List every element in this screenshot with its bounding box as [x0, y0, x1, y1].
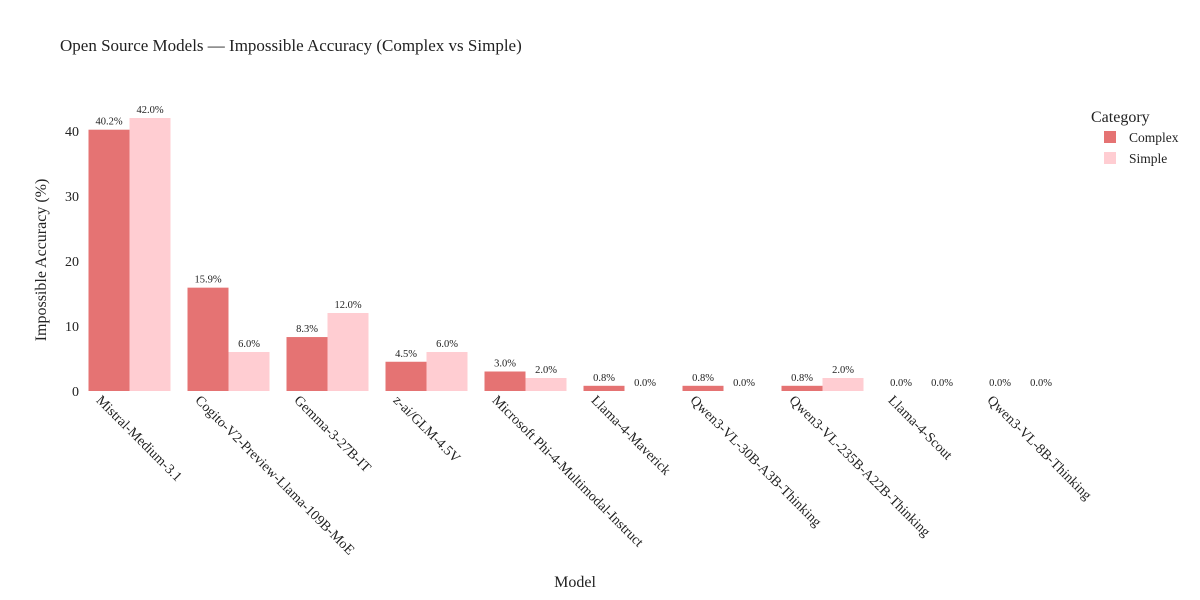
x-tick-label: Llama-4-Scout [885, 393, 955, 463]
bar-data-label: 6.0% [436, 339, 458, 350]
legend-item-simple: Simple [1129, 151, 1167, 166]
x-tick-label: z-ai/GLM-4.5V [390, 393, 463, 466]
bar-data-label: 0.0% [890, 378, 912, 389]
y-tick-label: 40 [65, 125, 79, 140]
bar-simple [327, 313, 369, 391]
legend-title: Category [1091, 109, 1150, 126]
y-tick-label: 20 [65, 255, 79, 270]
plot-area: 40.2% 42.0% 15.9% 6.0% 8.3% 12.0% 4.5% 6.0% 3.0%… [88, 105, 1052, 391]
bar-data-label: 0.0% [634, 378, 656, 389]
bar-data-label: 0.0% [931, 378, 953, 389]
y-axis: 0 10 20 30 40 [65, 125, 79, 400]
y-axis-title: Impossible Accuracy (%) [33, 179, 50, 342]
legend-swatch-simple [1104, 152, 1116, 164]
legend-item-complex: Complex [1129, 130, 1179, 145]
bar-data-label: 3.0% [494, 359, 516, 370]
x-axis-title: Model [554, 574, 596, 591]
bar-data-label: 40.2% [95, 117, 122, 128]
bar-data-label: 8.3% [296, 324, 318, 335]
bar-data-label: 15.9% [194, 275, 221, 286]
bar-data-label: 12.0% [334, 300, 361, 311]
bar-data-label: 4.5% [395, 349, 417, 360]
x-tick-label: Llama-4-Maverick [588, 393, 673, 478]
y-tick-label: 0 [72, 385, 79, 400]
x-axis: Mistral-Medium-3.1 Cogito-V2-Preview-Llam… [93, 393, 1094, 558]
x-tick-label: Cogito-V2-Preview-Llama-109B-MoE [192, 393, 357, 558]
y-tick-label: 10 [65, 320, 79, 335]
bar-data-label: 0.8% [692, 373, 714, 384]
bar-simple [129, 118, 171, 391]
legend-swatch-complex [1104, 131, 1116, 143]
bar-data-label: 2.0% [535, 365, 557, 376]
bar-complex [583, 385, 625, 391]
bar-complex [781, 385, 823, 391]
bar-data-label: 0.0% [733, 378, 755, 389]
bar-complex [286, 337, 328, 391]
x-tick-label: Qwen3-VL-8B-Thinking [984, 393, 1094, 503]
bar-data-label: 0.8% [593, 373, 615, 384]
bar-complex [484, 371, 526, 391]
bar-data-label: 2.0% [832, 365, 854, 376]
bar-simple [525, 378, 567, 391]
bar-data-label: 0.0% [989, 378, 1011, 389]
bar-complex [187, 287, 229, 391]
y-tick-label: 30 [65, 190, 79, 205]
bar-simple [426, 352, 468, 391]
legend: Category Complex Simple [1091, 109, 1179, 166]
bar-complex [385, 361, 427, 391]
bar-complex [88, 129, 130, 391]
chart-title: Open Source Models — Impossible Accuracy… [60, 36, 522, 55]
bar-data-label: 0.0% [1030, 378, 1052, 389]
bar-complex [682, 385, 724, 391]
bar-data-label: 6.0% [238, 339, 260, 350]
bar-data-label: 42.0% [136, 105, 163, 116]
bar-simple [822, 378, 864, 391]
bar-simple [228, 352, 270, 391]
bar-data-label: 0.8% [791, 373, 813, 384]
x-tick-label: Mistral-Medium-3.1 [93, 393, 185, 485]
x-tick-label: Gemma-3-27B-IT [291, 393, 374, 476]
